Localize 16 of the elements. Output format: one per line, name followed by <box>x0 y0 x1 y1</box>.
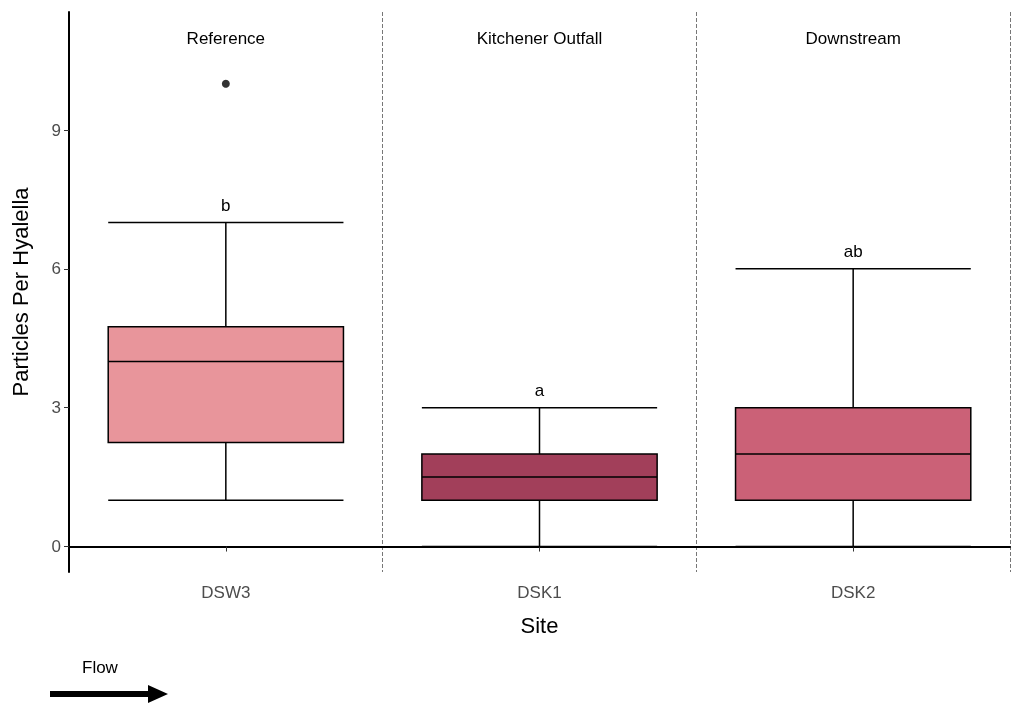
y-tick-label: 3 <box>51 398 61 418</box>
x-axis-title: Site <box>520 612 559 638</box>
x-tick-label: DSW3 <box>201 583 251 602</box>
x-tick-label: DSK2 <box>830 583 876 602</box>
annotation: Kitchener Outfall <box>476 28 603 48</box>
text: Flow <box>82 658 119 678</box>
x-tick-label: DSK1 <box>517 583 562 602</box>
y-tick-label: 6 <box>51 259 61 279</box>
y-axis-title: Particles Per Hyalella <box>7 186 33 397</box>
y-tick-label: 0 <box>51 537 61 557</box>
annotation: a <box>534 381 545 401</box>
y-tick-label: 9 <box>51 120 61 140</box>
annotation: b <box>221 196 231 216</box>
annotation: ab <box>843 242 863 262</box>
annotation: Reference <box>186 28 266 48</box>
annotation: Downstream <box>805 28 901 48</box>
